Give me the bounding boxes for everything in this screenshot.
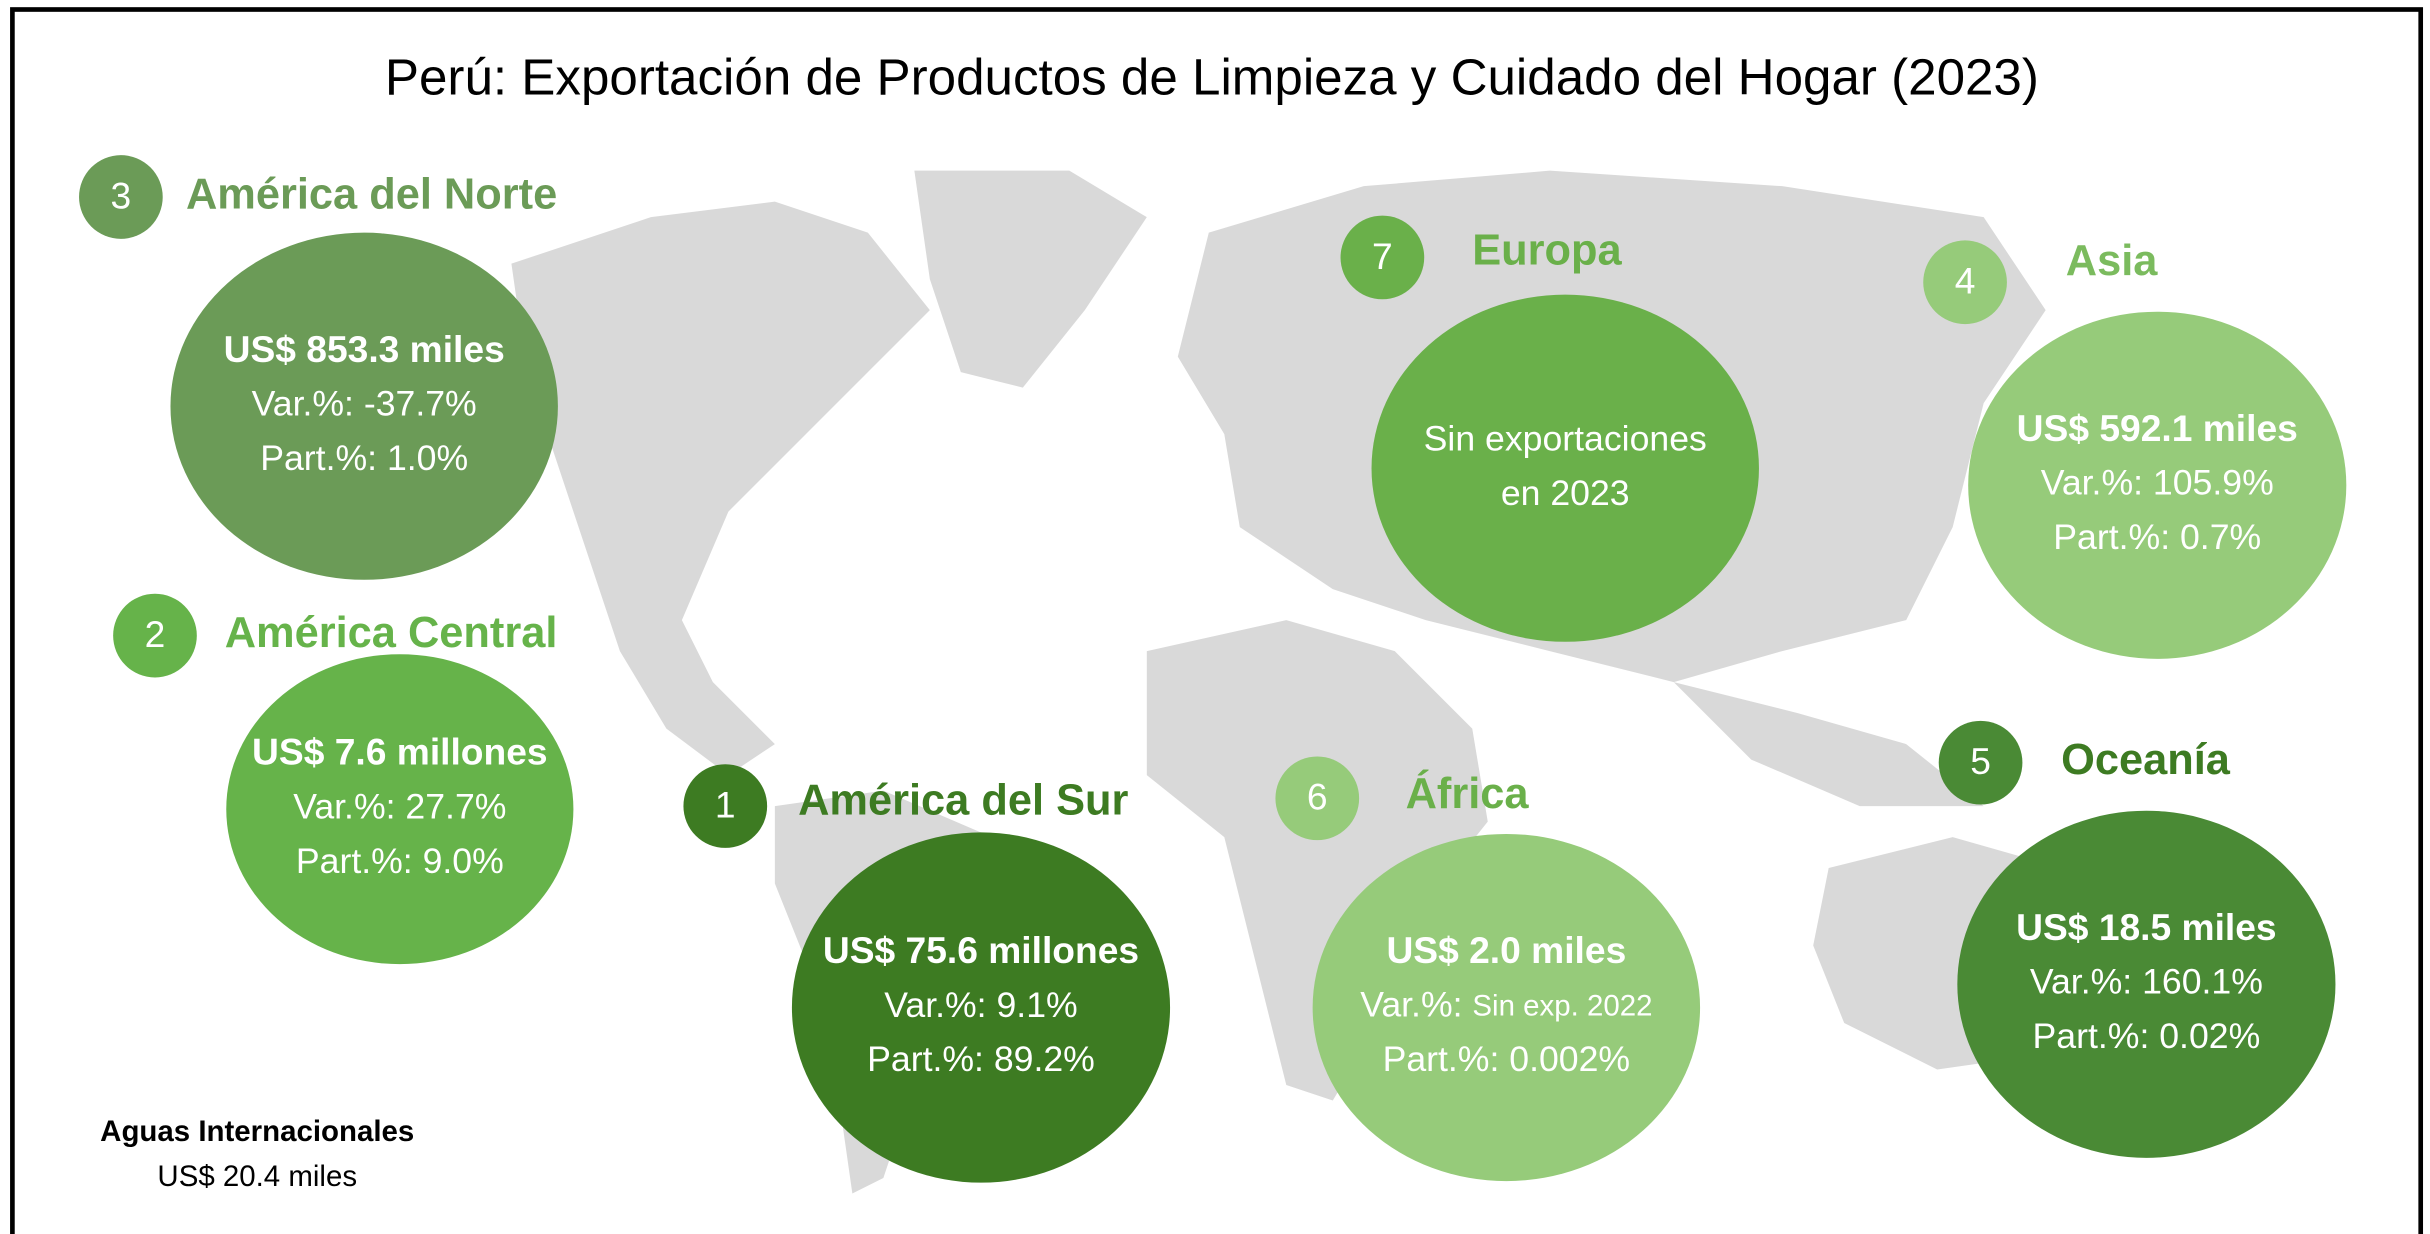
rank-number: 1: [715, 783, 736, 825]
region-bubble: [791, 832, 1171, 1183]
region-value: US$ 2.0 miles: [1386, 929, 1626, 971]
rank-number: 5: [1970, 740, 1991, 782]
region-stat: Part.%: 0.02%: [2033, 1016, 2261, 1056]
region-stat: en 2023: [1501, 473, 1630, 513]
region-name: América Central: [225, 609, 558, 657]
rank-badge: [683, 764, 768, 848]
region-stat: Part.%: 9.0%: [296, 841, 504, 881]
rank-number: 3: [111, 174, 132, 216]
footnote-title: Aguas Internacionales: [100, 1115, 414, 1148]
region-name: África: [1406, 770, 1530, 818]
region-name: Europa: [1472, 226, 1622, 274]
region-stat: Var.%: 27.7%: [293, 787, 506, 827]
rank-badge: [1340, 215, 1425, 300]
rank-number: 2: [145, 613, 166, 655]
region-stat: Var.%: 9.1%: [884, 985, 1077, 1025]
region-name: Oceanía: [2061, 736, 2231, 784]
region-stat: Var.%: Sin exp. 2022: [1360, 985, 1652, 1025]
region-stat: Part.%: 1.0%: [260, 438, 468, 478]
region-bubble: [1968, 311, 2347, 659]
region-value: US$ 592.1 miles: [2017, 407, 2298, 449]
region-name: América del Sur: [798, 776, 1128, 824]
region-stat-part: Sin exp. 2022: [1472, 989, 1652, 1022]
rank-badge: [113, 593, 197, 678]
region-value: US$ 7.6 millones: [252, 731, 548, 773]
region-stat: Var.%: 160.1%: [2030, 962, 2263, 1002]
region-bubble: [226, 654, 574, 965]
rank-number: 4: [1955, 260, 1976, 302]
region-stat: Var.%: 105.9%: [2041, 463, 2274, 503]
region-stat: Part.%: 89.2%: [867, 1039, 1095, 1079]
region-stat: Sin exportaciones: [1424, 419, 1707, 459]
region-stat: Var.%: -37.7%: [252, 384, 477, 424]
rank-badge: [1275, 756, 1360, 841]
rank-number: 7: [1372, 235, 1393, 277]
region-value: US$ 75.6 millones: [823, 929, 1139, 971]
rank-number: 6: [1307, 776, 1328, 818]
region-bubble: [170, 232, 558, 580]
region-stat: Part.%: 0.002%: [1383, 1039, 1631, 1079]
rank-badge: [1938, 720, 2023, 805]
rank-badge: [79, 155, 163, 239]
footnote-value: US$ 20.4 miles: [157, 1160, 357, 1193]
region-stat-part: Var.%:: [1360, 985, 1472, 1025]
region-name: Asia: [2066, 237, 2158, 285]
region-name: América del Norte: [186, 170, 557, 218]
region-bubble: [1312, 833, 1701, 1182]
rank-badge: [1923, 240, 2007, 325]
region-stat: Part.%: 0.7%: [2053, 517, 2261, 557]
region-bubble: [1371, 294, 1759, 642]
region-value: US$ 853.3 miles: [224, 328, 505, 370]
title: Perú: Exportación de Productos de Limpie…: [385, 48, 2039, 105]
region-value: US$ 18.5 miles: [2016, 906, 2276, 948]
region-bubble: [1957, 810, 2336, 1158]
